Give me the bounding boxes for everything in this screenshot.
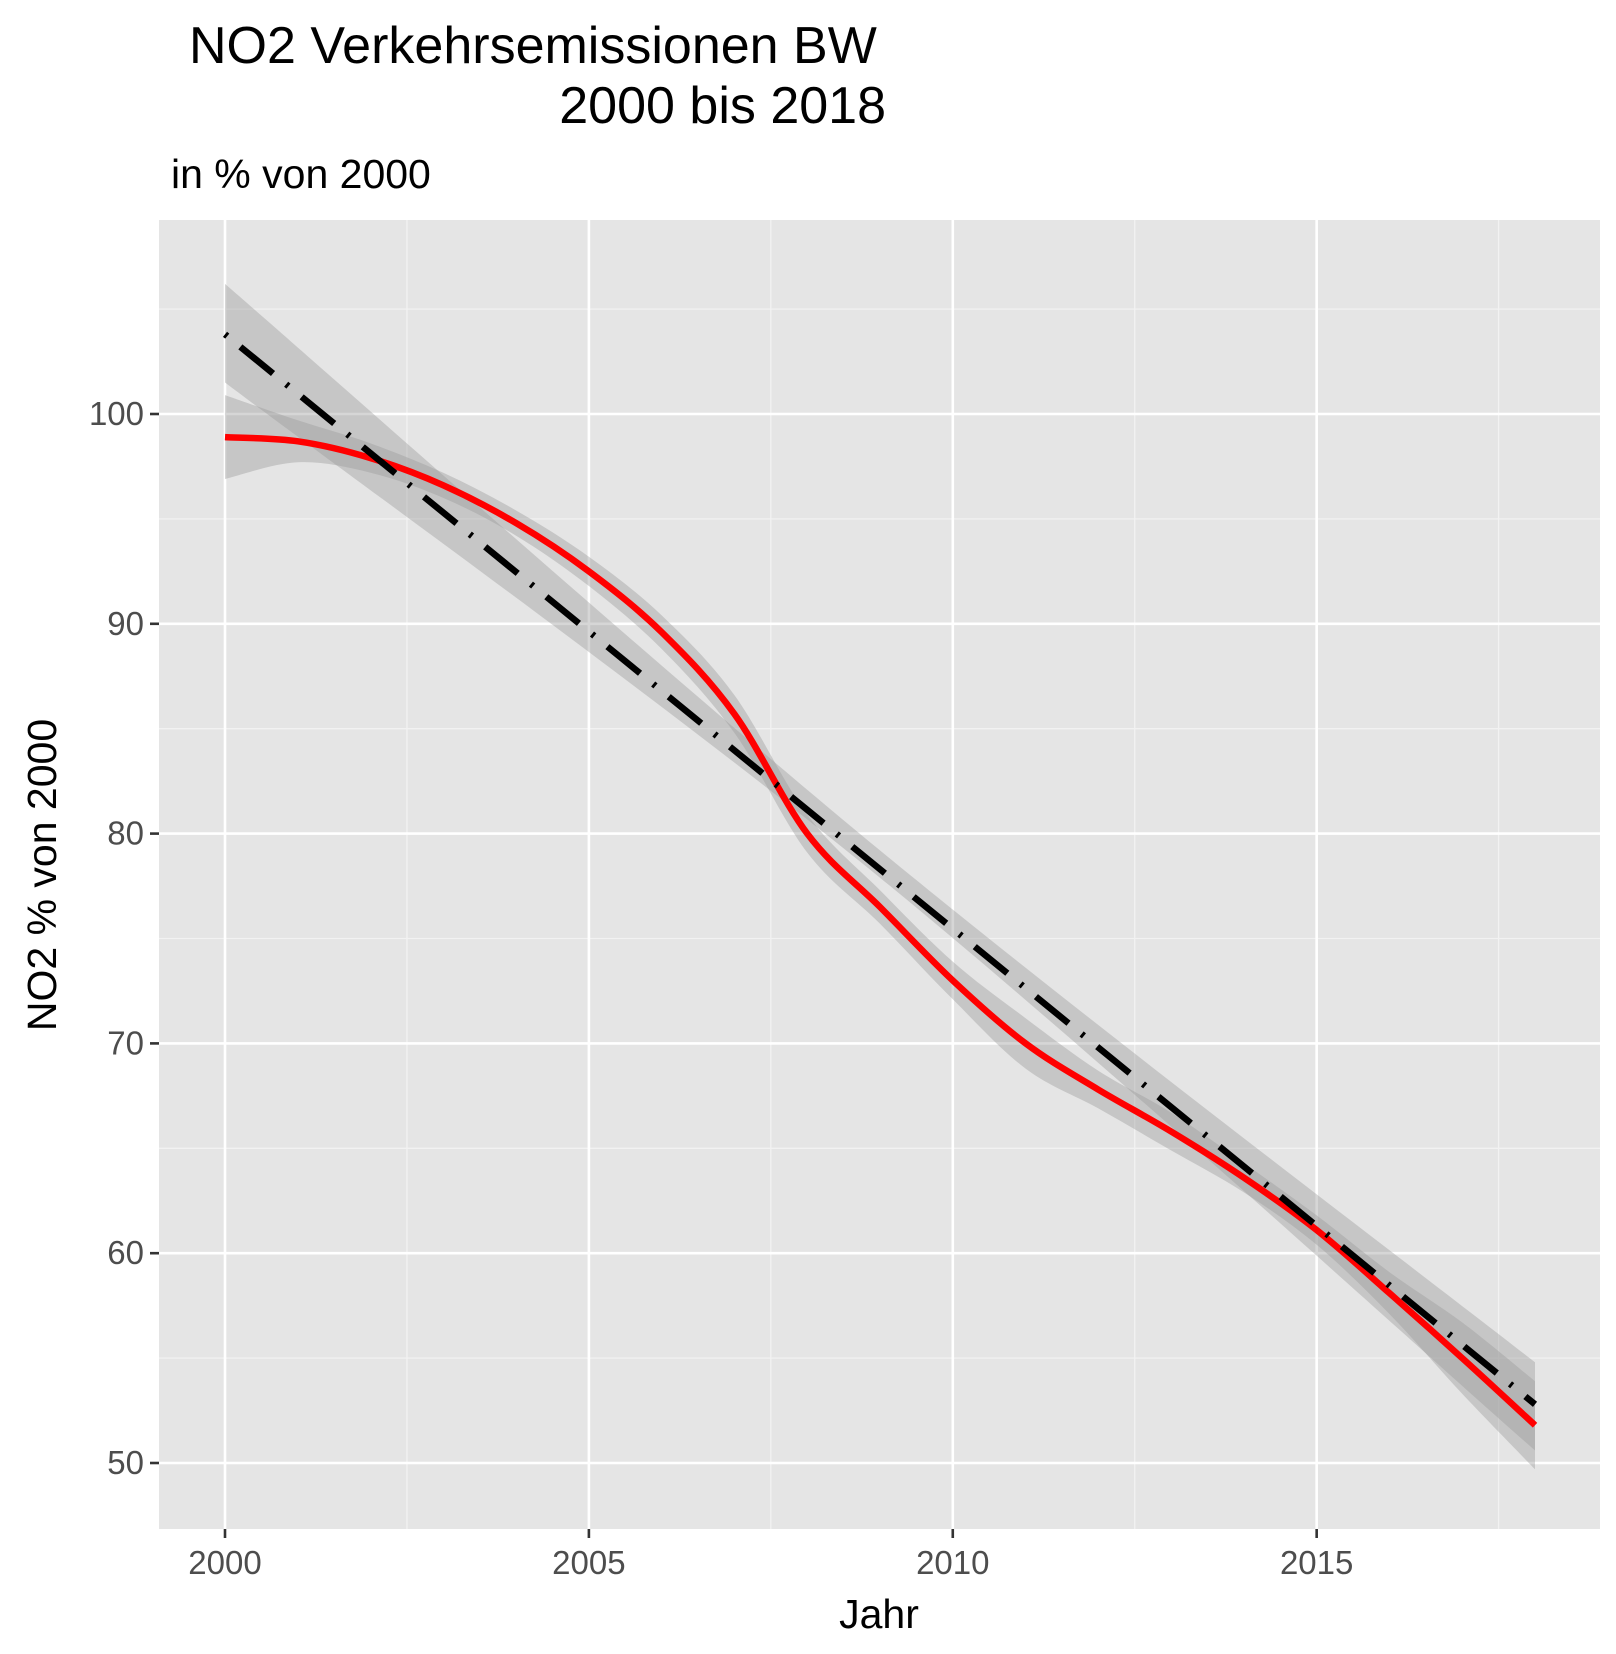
axes: 2000 2005 2010 2015 50 60 70 80 90 100 (89, 395, 1353, 1581)
x-tick-label: 2000 (188, 1544, 261, 1581)
x-tick-label: 2010 (916, 1544, 989, 1581)
x-tick-label: 2015 (1280, 1544, 1353, 1581)
grid-minor (159, 220, 1600, 1529)
trend-line-linear (222, 331, 1538, 1407)
chart-title-line2: 2000 bis 2018 (559, 77, 886, 135)
y-tick-label: 80 (107, 815, 144, 852)
x-tick-label: 2005 (552, 1544, 625, 1581)
plot-panel (159, 220, 1600, 1529)
series-lines (222, 331, 1538, 1428)
trend-line-loess (224, 433, 1538, 1428)
chart-title-line1: NO2 Verkehrsemissionen BW (189, 17, 877, 75)
y-tick-label: 60 (107, 1234, 144, 1271)
y-tick-label: 70 (107, 1024, 144, 1061)
grid-major (159, 220, 1600, 1529)
y-tick-label: 50 (107, 1444, 144, 1481)
y-tick-label: 100 (89, 395, 144, 432)
chart-subtitle: in % von 2000 (171, 151, 431, 197)
y-tick-label: 90 (107, 605, 144, 642)
y-axis-title: NO2 % von 2000 (19, 719, 65, 1031)
x-axis-title: Jahr (839, 1591, 919, 1637)
